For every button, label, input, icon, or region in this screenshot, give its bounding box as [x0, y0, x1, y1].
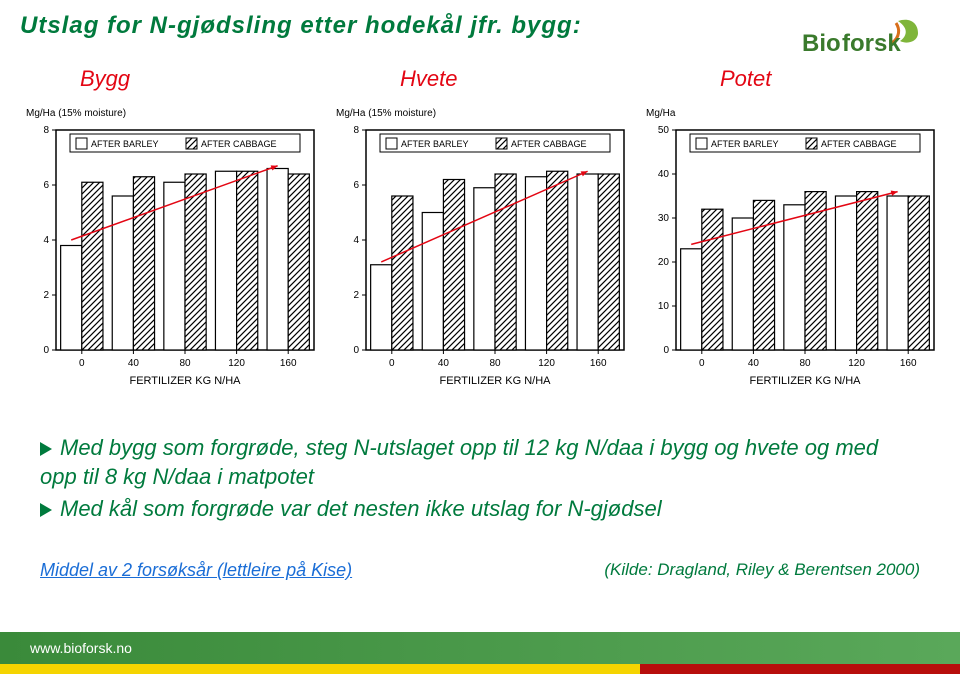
- bioforsk-logo: Bio forsk: [800, 15, 940, 65]
- svg-text:0: 0: [43, 345, 49, 356]
- chart-bygg: Mg/Ha (15% moisture)0246804080120160FERT…: [20, 100, 320, 410]
- svg-text:FERTILIZER KG N/HA: FERTILIZER KG N/HA: [439, 375, 551, 387]
- slide: Utslag for N-gjødsling etter hodekål jfr…: [0, 0, 960, 674]
- svg-text:80: 80: [179, 358, 191, 369]
- bullet-1-text: Med bygg som forgrøde, steg N-utslaget o…: [40, 435, 878, 489]
- footnote-right: (Kilde: Dragland, Riley & Berentsen 2000…: [604, 560, 920, 580]
- svg-text:40: 40: [128, 358, 140, 369]
- svg-text:FERTILIZER KG N/HA: FERTILIZER KG N/HA: [749, 375, 861, 387]
- svg-text:120: 120: [228, 358, 245, 369]
- svg-text:4: 4: [353, 235, 359, 246]
- svg-text:50: 50: [658, 125, 670, 136]
- svg-text:0: 0: [699, 358, 705, 369]
- chart-hvete: Mg/Ha (15% moisture)0246804080120160FERT…: [330, 100, 630, 410]
- svg-text:2: 2: [353, 290, 359, 301]
- svg-text:40: 40: [658, 169, 670, 180]
- svg-text:forsk: forsk: [842, 30, 901, 57]
- svg-text:40: 40: [748, 358, 760, 369]
- svg-text:2: 2: [43, 290, 49, 301]
- footer-link: www.bioforsk.no: [30, 640, 132, 656]
- svg-text:Mg/Ha: Mg/Ha: [646, 108, 676, 119]
- svg-text:Mg/Ha (15% moisture): Mg/Ha (15% moisture): [26, 108, 126, 119]
- svg-text:Bio: Bio: [802, 30, 841, 57]
- svg-text:120: 120: [848, 358, 865, 369]
- bullets: Med bygg som forgrøde, steg N-utslaget o…: [40, 430, 900, 528]
- page-title: Utslag for N-gjødsling etter hodekål jfr…: [20, 12, 582, 40]
- crop-label-bygg: Bygg: [80, 66, 130, 92]
- svg-text:6: 6: [43, 180, 49, 191]
- svg-text:80: 80: [489, 358, 501, 369]
- svg-text:FERTILIZER KG N/HA: FERTILIZER KG N/HA: [129, 375, 241, 387]
- chart-potet: Mg/Ha 0 10 20 30 40 50 0 40 80 120 160 FERTILIZER KG…: [640, 100, 940, 410]
- svg-text:AFTER BARLEY: AFTER BARLEY: [401, 139, 469, 149]
- svg-text:30: 30: [658, 213, 670, 224]
- svg-text:120: 120: [538, 358, 555, 369]
- footer: www.bioforsk.no: [0, 612, 960, 674]
- svg-text:160: 160: [280, 358, 297, 369]
- crop-label-hvete: Hvete: [400, 66, 457, 92]
- svg-text:AFTER CABBAGE: AFTER CABBAGE: [511, 139, 587, 149]
- crop-label-potet: Potet: [720, 66, 771, 92]
- svg-text:0: 0: [353, 345, 359, 356]
- charts-row: Mg/Ha (15% moisture)0246804080120160FERT…: [20, 100, 940, 410]
- svg-text:0: 0: [389, 358, 395, 369]
- svg-text:0: 0: [663, 345, 669, 356]
- svg-text:AFTER CABBAGE: AFTER CABBAGE: [821, 139, 897, 149]
- svg-text:6: 6: [353, 180, 359, 191]
- svg-text:AFTER BARLEY: AFTER BARLEY: [711, 139, 779, 149]
- svg-text:8: 8: [353, 125, 359, 136]
- footnote-row: Middel av 2 forsøksår (lettleire på Kise…: [40, 560, 920, 581]
- svg-text:AFTER BARLEY: AFTER BARLEY: [91, 139, 159, 149]
- svg-text:10: 10: [658, 301, 670, 312]
- svg-text:20: 20: [658, 257, 670, 268]
- bullet-arrow-icon: [40, 503, 52, 517]
- footer-green-bar: [0, 632, 960, 664]
- bullet-2-text: Med kål som forgrøde var det nesten ikke…: [60, 496, 662, 521]
- bullet-1: Med bygg som forgrøde, steg N-utslaget o…: [40, 434, 900, 491]
- svg-text:Mg/Ha (15% moisture): Mg/Ha (15% moisture): [336, 108, 436, 119]
- footer-red-bar: [640, 664, 960, 674]
- svg-text:80: 80: [799, 358, 811, 369]
- bullet-2: Med kål som forgrøde var det nesten ikke…: [40, 495, 900, 524]
- svg-text:0: 0: [79, 358, 85, 369]
- footer-yellow-bar: [0, 664, 640, 674]
- svg-text:4: 4: [43, 235, 49, 246]
- bullet-arrow-icon: [40, 442, 52, 456]
- svg-text:AFTER CABBAGE: AFTER CABBAGE: [201, 139, 277, 149]
- svg-text:160: 160: [900, 358, 917, 369]
- svg-text:40: 40: [438, 358, 450, 369]
- svg-text:160: 160: [590, 358, 607, 369]
- footnote-left: Middel av 2 forsøksår (lettleire på Kise…: [40, 560, 352, 580]
- svg-text:8: 8: [43, 125, 49, 136]
